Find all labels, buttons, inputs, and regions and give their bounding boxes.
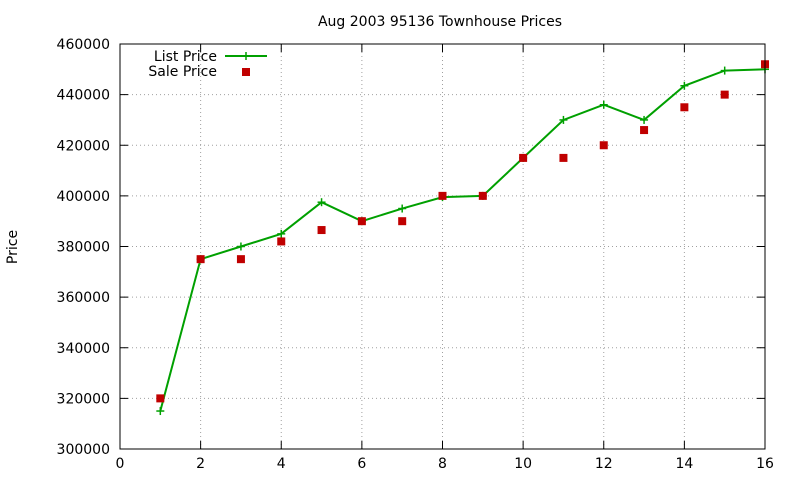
y-axis-label: Price — [5, 230, 21, 264]
legend-label-sale-price: Sale Price — [148, 64, 217, 80]
sale-price-point — [156, 394, 165, 403]
axis-ticks: 300000 320000 340000 360000 380000 400000 4200… — [57, 37, 774, 472]
sale-price-point — [438, 191, 447, 200]
sale-price-point — [519, 153, 528, 162]
x-tick-label: 8 — [438, 456, 447, 472]
sale-price-point — [640, 126, 649, 135]
sale-price-point — [478, 191, 487, 200]
list-price-point — [720, 66, 729, 75]
x-tick-label: 14 — [675, 456, 693, 472]
y-tick-label: 460000 — [57, 37, 110, 53]
y-tick-label: 420000 — [57, 138, 110, 154]
list-price-point — [317, 198, 326, 207]
y-tick-label: 380000 — [57, 240, 110, 256]
list-price-point — [559, 115, 568, 124]
list-price-line — [159, 68, 766, 412]
y-tick-label: 320000 — [57, 391, 110, 407]
y-tick-label: 440000 — [57, 88, 110, 104]
y-tick-label: 340000 — [57, 341, 110, 357]
sale-price-point — [357, 217, 366, 226]
legend-label-list-price: List Price — [154, 49, 217, 65]
list-price-point — [680, 81, 689, 90]
legend-marker-sale-price — [242, 68, 250, 76]
legend-swatches — [225, 52, 267, 76]
sale-price-point — [720, 90, 729, 99]
x-tick-label: 4 — [277, 456, 286, 472]
chart-title: Aug 2003 95136 Townhouse Prices — [318, 14, 562, 30]
y-tick-label: 300000 — [57, 442, 110, 458]
x-tick-label: 16 — [756, 456, 774, 472]
x-tick-label: 2 — [196, 456, 205, 472]
grid — [120, 44, 765, 449]
x-tick-label: 0 — [116, 456, 125, 472]
legend: List Price Sale Price — [148, 49, 267, 80]
list-price-point — [599, 100, 608, 109]
sale-price-point — [196, 255, 205, 264]
y-tick-label: 400000 — [57, 189, 110, 205]
list-price-point — [640, 115, 649, 124]
sale-price-point — [236, 255, 245, 264]
sale-price-point — [398, 217, 407, 226]
y-tick-label: 360000 — [57, 290, 110, 306]
x-tick-label: 10 — [514, 456, 532, 472]
legend-marker-list-price — [242, 52, 250, 60]
sale-price-point — [277, 237, 286, 246]
series-layer — [156, 60, 769, 416]
sale-price-point — [680, 103, 689, 112]
list-price-point — [398, 204, 407, 213]
sale-price-point — [317, 226, 326, 235]
list-price-point — [236, 242, 245, 251]
list-price-point — [277, 229, 286, 238]
sale-price-point — [599, 141, 608, 150]
list-price-point — [156, 407, 165, 416]
sale-price-point — [559, 153, 568, 162]
x-tick-label: 12 — [595, 456, 613, 472]
x-tick-label: 6 — [357, 456, 366, 472]
